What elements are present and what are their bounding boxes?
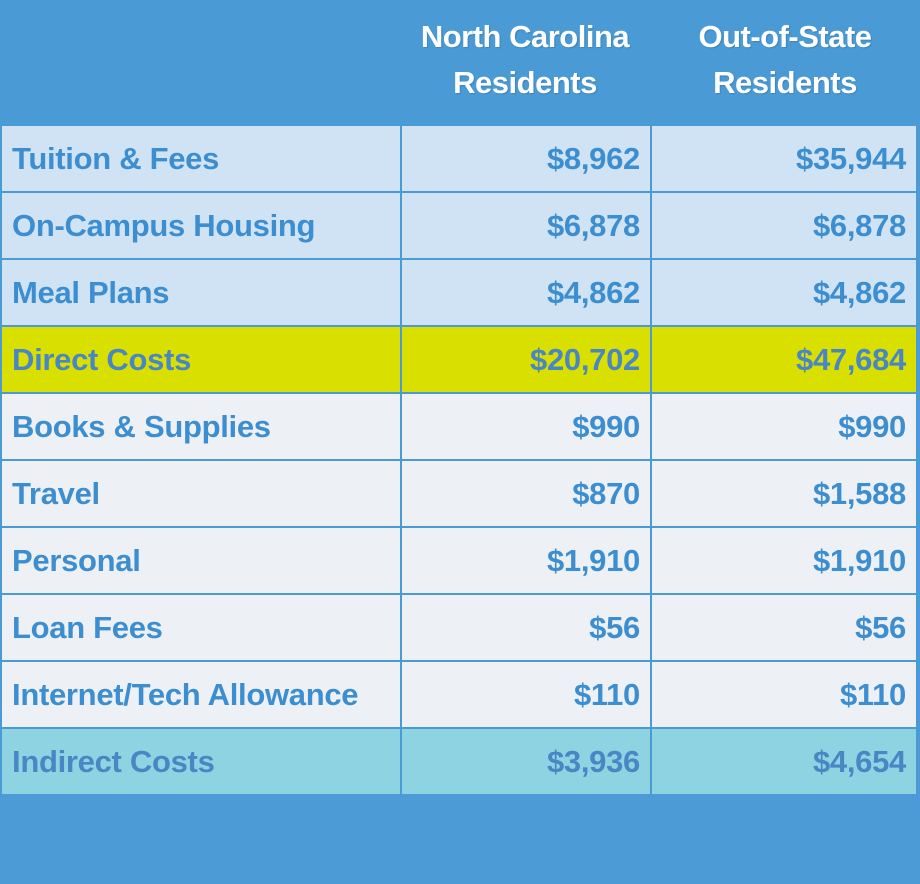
- table-header: North Carolina Residents Out-of-State Re…: [0, 0, 920, 124]
- header-nc-residents: North Carolina Residents: [400, 14, 650, 106]
- table-row-books: Books & Supplies $990 $990: [0, 392, 918, 461]
- row-label: Books & Supplies: [0, 392, 402, 461]
- table-row-direct-costs: Direct Costs $20,702 $47,684: [0, 325, 918, 394]
- table-row-personal: Personal $1,910 $1,910: [0, 526, 918, 595]
- cost-table: Tuition & Fees $8,962 $35,944 On-Campus …: [0, 124, 918, 796]
- row-label: Direct Costs: [0, 325, 402, 394]
- oos-value: $990: [650, 392, 918, 461]
- row-label: On-Campus Housing: [0, 191, 402, 260]
- table-footer-band: [0, 812, 920, 884]
- nc-value: $4,862: [400, 258, 652, 327]
- row-label: Personal: [0, 526, 402, 595]
- header-oos-line1: Out-of-State: [698, 19, 872, 54]
- row-label: Loan Fees: [0, 593, 402, 662]
- header-nc-line2: Residents: [453, 65, 597, 100]
- oos-value: $56: [650, 593, 918, 662]
- nc-value: $56: [400, 593, 652, 662]
- table-row-tuition: Tuition & Fees $8,962 $35,944: [0, 124, 918, 193]
- nc-value: $990: [400, 392, 652, 461]
- row-label: Internet/Tech Allowance: [0, 660, 402, 729]
- oos-value: $4,862: [650, 258, 918, 327]
- header-nc-line1: North Carolina: [420, 19, 630, 54]
- nc-value: $3,936: [400, 727, 652, 796]
- nc-value: $20,702: [400, 325, 652, 394]
- oos-value: $1,588: [650, 459, 918, 528]
- table-row-travel: Travel $870 $1,588: [0, 459, 918, 528]
- oos-value: $110: [650, 660, 918, 729]
- nc-value: $870: [400, 459, 652, 528]
- oos-value: $1,910: [650, 526, 918, 595]
- oos-value: $35,944: [650, 124, 918, 193]
- nc-value: $8,962: [400, 124, 652, 193]
- table-row-meal-plans: Meal Plans $4,862 $4,862: [0, 258, 918, 327]
- table-row-loan-fees: Loan Fees $56 $56: [0, 593, 918, 662]
- nc-value: $110: [400, 660, 652, 729]
- row-label: Tuition & Fees: [0, 124, 402, 193]
- table-row-housing: On-Campus Housing $6,878 $6,878: [0, 191, 918, 260]
- nc-value: $6,878: [400, 191, 652, 260]
- oos-value: $47,684: [650, 325, 918, 394]
- row-label: Travel: [0, 459, 402, 528]
- table-row-indirect-costs: Indirect Costs $3,936 $4,654: [0, 727, 918, 796]
- header-oos-residents: Out-of-State Residents: [650, 14, 920, 106]
- nc-value: $1,910: [400, 526, 652, 595]
- row-label: Indirect Costs: [0, 727, 402, 796]
- table-row-internet-tech: Internet/Tech Allowance $110 $110: [0, 660, 918, 729]
- header-oos-line2: Residents: [713, 65, 857, 100]
- oos-value: $4,654: [650, 727, 918, 796]
- oos-value: $6,878: [650, 191, 918, 260]
- row-label: Meal Plans: [0, 258, 402, 327]
